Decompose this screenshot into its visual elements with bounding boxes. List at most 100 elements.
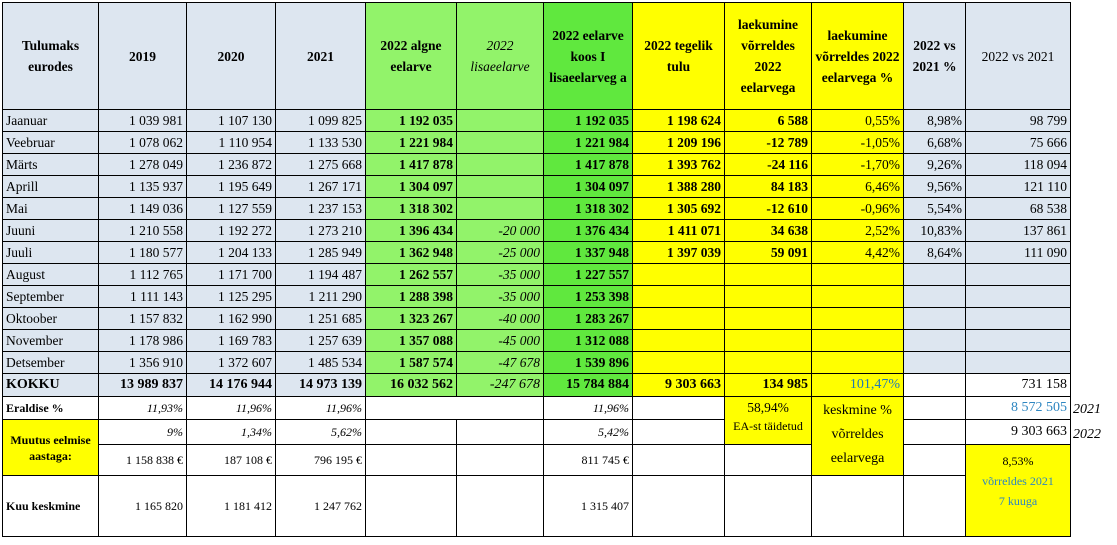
month-name: Veebruar [2, 131, 99, 154]
header-vahe-pct: laekumine võrreldes 2022 eelarvega % [811, 2, 904, 110]
month-row: Mai 1 149 036 1 127 559 1 237 153 1 318 302 1… [2, 197, 1071, 220]
month-name: September [2, 285, 99, 308]
value-vs [965, 351, 1071, 374]
value-tegelik [632, 285, 725, 308]
keskmine-line3: eelarvega [830, 451, 885, 466]
header-vahe: laekumine võrreldes 2022 eelarvega [724, 2, 812, 110]
value-2020: 1 192 272 [186, 219, 276, 242]
value-tegelik: 1 305 692 [632, 197, 725, 220]
value-vahe [724, 351, 812, 374]
value-vahe: 59 091 [724, 241, 812, 264]
header-tegelik: 2022 tegelik tulu [632, 2, 725, 110]
value-2019: 1 180 577 [98, 241, 187, 264]
eraldis-tegelik-note: EA-st täidetud [733, 419, 803, 433]
value-lisa: -45 000 [456, 329, 544, 352]
value-vs-pct: 6,68% [903, 131, 966, 154]
value-vahe-pct: 4,42% [811, 241, 904, 264]
value-vahe-pct: -0,96% [811, 197, 904, 220]
month-row: August 1 112 765 1 171 700 1 194 487 1 262 5… [2, 263, 1071, 286]
muutus-eur-row: 1 158 838 € 187 108 € 796 195 € 811 745 … [3, 444, 1071, 537]
month-row: Aprill 1 135 937 1 195 649 1 267 171 1 304 0… [2, 175, 1071, 198]
value-2020: 1 236 872 [186, 153, 276, 176]
value-koos: 1 312 088 [543, 329, 633, 352]
value-2021: 1 099 825 [275, 109, 366, 132]
value-2021: 1 257 639 [275, 329, 366, 352]
keskmine-koos: 1 315 407 [543, 475, 633, 537]
value-vs [965, 263, 1071, 286]
value-vs-pct: 9,26% [903, 153, 966, 176]
keskmine-2019: 1 165 820 [98, 475, 187, 537]
value-2020: 1 125 295 [186, 285, 276, 308]
value-2019: 1 039 981 [98, 109, 187, 132]
value-vahe-pct [811, 329, 904, 352]
keskmine-2020: 1 181 412 [186, 475, 276, 537]
year-2021-label: 2021 [1073, 402, 1101, 417]
value-koos: 1 227 557 [543, 263, 633, 286]
month-row: Juuni 1 210 558 1 192 272 1 273 210 1 396 43… [2, 219, 1071, 242]
muutus-koos-eur: 811 745 € [543, 444, 633, 476]
value-2020: 1 372 607 [186, 351, 276, 374]
value-2019: 1 135 937 [98, 175, 187, 198]
kokku-algne: 16 032 562 [365, 373, 457, 397]
keskmine-2021: 1 247 762 [275, 475, 366, 537]
value-koos: 1 417 878 [543, 153, 633, 176]
kokku-vahe: 134 985 [724, 373, 812, 397]
value-2019: 1 157 832 [98, 307, 187, 330]
eraldis-vs-value: 8 572 505 [965, 396, 1071, 420]
eraldis-koos: 11,96% [543, 396, 633, 420]
vs-box-line2: 7 kuuga [998, 494, 1038, 508]
value-koos: 1 192 035 [543, 109, 633, 132]
value-vahe [724, 263, 812, 286]
value-vahe-pct: -1,05% [811, 131, 904, 154]
value-2020: 1 107 130 [186, 109, 276, 132]
kokku-2020: 14 176 944 [186, 373, 276, 397]
value-algne: 1 318 302 [365, 197, 457, 220]
month-row: Märts 1 278 049 1 236 872 1 275 668 1 417 87… [2, 153, 1071, 176]
header-vs: 2022 vs 2021 [965, 2, 1071, 110]
month-row: Jaanuar 1 039 981 1 107 130 1 099 825 1 192 … [2, 109, 1071, 132]
month-row: November 1 178 986 1 169 783 1 257 639 1 357… [2, 329, 1071, 352]
value-algne: 1 323 267 [365, 307, 457, 330]
value-vahe-pct [811, 351, 904, 374]
value-2021: 1 133 530 [275, 131, 366, 154]
month-name: Juuni [2, 219, 99, 242]
value-vahe: -12 789 [724, 131, 812, 154]
muutus-2019-eur: 1 158 838 € [98, 444, 187, 476]
month-row: Veebruar 1 078 062 1 110 954 1 133 530 1 221… [2, 131, 1071, 154]
value-tegelik: 1 388 280 [632, 175, 725, 198]
header-lisaeelarve: 2022 lisaeelarve [456, 2, 544, 110]
value-vs: 68 538 [965, 197, 1071, 220]
kokku-vs: 731 158 [965, 373, 1071, 397]
value-vahe [724, 285, 812, 308]
month-row: September 1 111 143 1 125 295 1 211 290 1 28… [2, 285, 1071, 308]
value-2019: 1 278 049 [98, 153, 187, 176]
keskmine-line2: võrreldes [831, 427, 884, 442]
month-name: November [2, 329, 99, 352]
value-tegelik [632, 307, 725, 330]
value-vs-pct: 8,98% [903, 109, 966, 132]
value-vahe: 84 183 [724, 175, 812, 198]
value-2019: 1 210 558 [98, 219, 187, 242]
kokku-vs-pct [903, 373, 966, 397]
value-vs: 111 090 [965, 241, 1071, 264]
value-2020: 1 204 133 [186, 241, 276, 264]
value-tegelik [632, 329, 725, 352]
value-algne: 1 262 557 [365, 263, 457, 286]
keskmine-line1: keskmine % [823, 403, 892, 418]
muutus-2020-eur: 187 108 € [186, 444, 276, 476]
header-algne: 2022 algne eelarve [365, 2, 457, 110]
value-vs-pct [903, 307, 966, 330]
value-algne: 1 192 035 [365, 109, 457, 132]
value-tegelik: 1 393 762 [632, 153, 725, 176]
value-vs-pct: 5,54% [903, 197, 966, 220]
vs-2021-box: 8,53% võrreldes 2021 7 kuuga [965, 444, 1071, 537]
value-algne: 1 396 434 [365, 219, 457, 242]
value-2021: 1 273 210 [275, 219, 366, 242]
value-vs: 98 799 [965, 109, 1071, 132]
value-2021: 1 267 171 [275, 175, 366, 198]
muutus-row: Muutus eelmise aastaga: 9% 1,34% 5,62% 5… [2, 419, 1071, 476]
value-vs: 137 861 [965, 219, 1071, 242]
kokku-2019: 13 989 837 [98, 373, 187, 397]
income-tax-table: Tulumaks eurodes 2019 2020 2021 2022 alg… [2, 2, 1071, 537]
value-lisa: -47 678 [456, 351, 544, 374]
